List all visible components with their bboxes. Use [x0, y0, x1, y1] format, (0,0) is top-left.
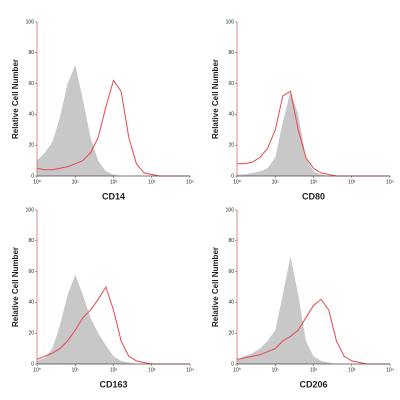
y-tick-label: 40	[228, 300, 234, 306]
y-tick-label: 100	[226, 207, 235, 213]
x-tick-label: 10⁰	[33, 179, 41, 185]
x-axis-label: CD163	[99, 379, 127, 389]
y-tick-label: 40	[28, 112, 34, 118]
x-axis-label: CD206	[299, 379, 327, 389]
y-tick-label: 80	[228, 238, 234, 244]
y-axis-label: Relative Cell Number	[11, 59, 20, 139]
histogram-area	[37, 274, 190, 364]
x-tick-label: 10¹	[72, 367, 80, 373]
y-tick-label: 20	[228, 331, 234, 337]
x-tick-label: 10¹	[272, 179, 280, 185]
x-tick-label: 10⁰	[233, 367, 241, 373]
histogram-area	[37, 65, 190, 176]
x-axis-label: CD14	[102, 191, 125, 201]
x-tick-label: 10³	[148, 179, 156, 185]
y-tick-label: 100	[26, 207, 35, 213]
histogram-area	[237, 256, 390, 364]
y-tick-label: 20	[28, 331, 34, 337]
y-tick-label: 100	[26, 19, 35, 25]
y-tick-label: 60	[28, 269, 34, 275]
x-tick-label: 10¹	[272, 367, 280, 373]
y-tick-label: 80	[28, 238, 34, 244]
y-tick-label: 20	[28, 143, 34, 149]
y-tick-label: 40	[228, 112, 234, 118]
x-tick-label: 10³	[148, 367, 156, 373]
y-axis-label: Relative Cell Number	[11, 247, 20, 327]
y-tick-label: 80	[28, 50, 34, 56]
x-tick-label: 10⁴	[386, 179, 394, 185]
x-tick-label: 10¹	[72, 179, 80, 185]
x-tick-label: 10²	[110, 179, 118, 185]
y-tick-label: 80	[228, 50, 234, 56]
x-tick-label: 10⁴	[186, 367, 194, 373]
y-tick-label: 60	[28, 81, 34, 87]
x-tick-label: 10⁰	[33, 367, 41, 373]
histogram-line	[236, 298, 390, 365]
histogram-area	[237, 91, 390, 176]
y-axis-label: Relative Cell Number	[211, 247, 220, 327]
y-tick-label: 40	[28, 300, 34, 306]
y-tick-label: 0	[31, 361, 34, 367]
y-tick-label: 0	[231, 173, 234, 179]
x-tick-label: 10²	[110, 367, 118, 373]
y-tick-label: 0	[31, 173, 34, 179]
y-tick-label: 0	[231, 361, 234, 367]
x-tick-label: 10²	[310, 179, 318, 185]
x-tick-label: 10⁴	[386, 367, 394, 373]
y-tick-label: 60	[228, 81, 234, 87]
x-axis-label: CD80	[302, 191, 325, 201]
y-tick-label: 20	[228, 143, 234, 149]
histogram-line	[237, 90, 390, 177]
y-tick-label: 60	[228, 269, 234, 275]
x-tick-label: 10³	[348, 179, 356, 185]
y-axis-label: Relative Cell Number	[211, 59, 220, 139]
x-tick-label: 10⁰	[233, 179, 241, 185]
x-tick-label: 10²	[310, 367, 318, 373]
x-tick-label: 10⁴	[186, 179, 194, 185]
y-tick-label: 100	[226, 19, 235, 25]
x-tick-label: 10³	[348, 367, 356, 373]
